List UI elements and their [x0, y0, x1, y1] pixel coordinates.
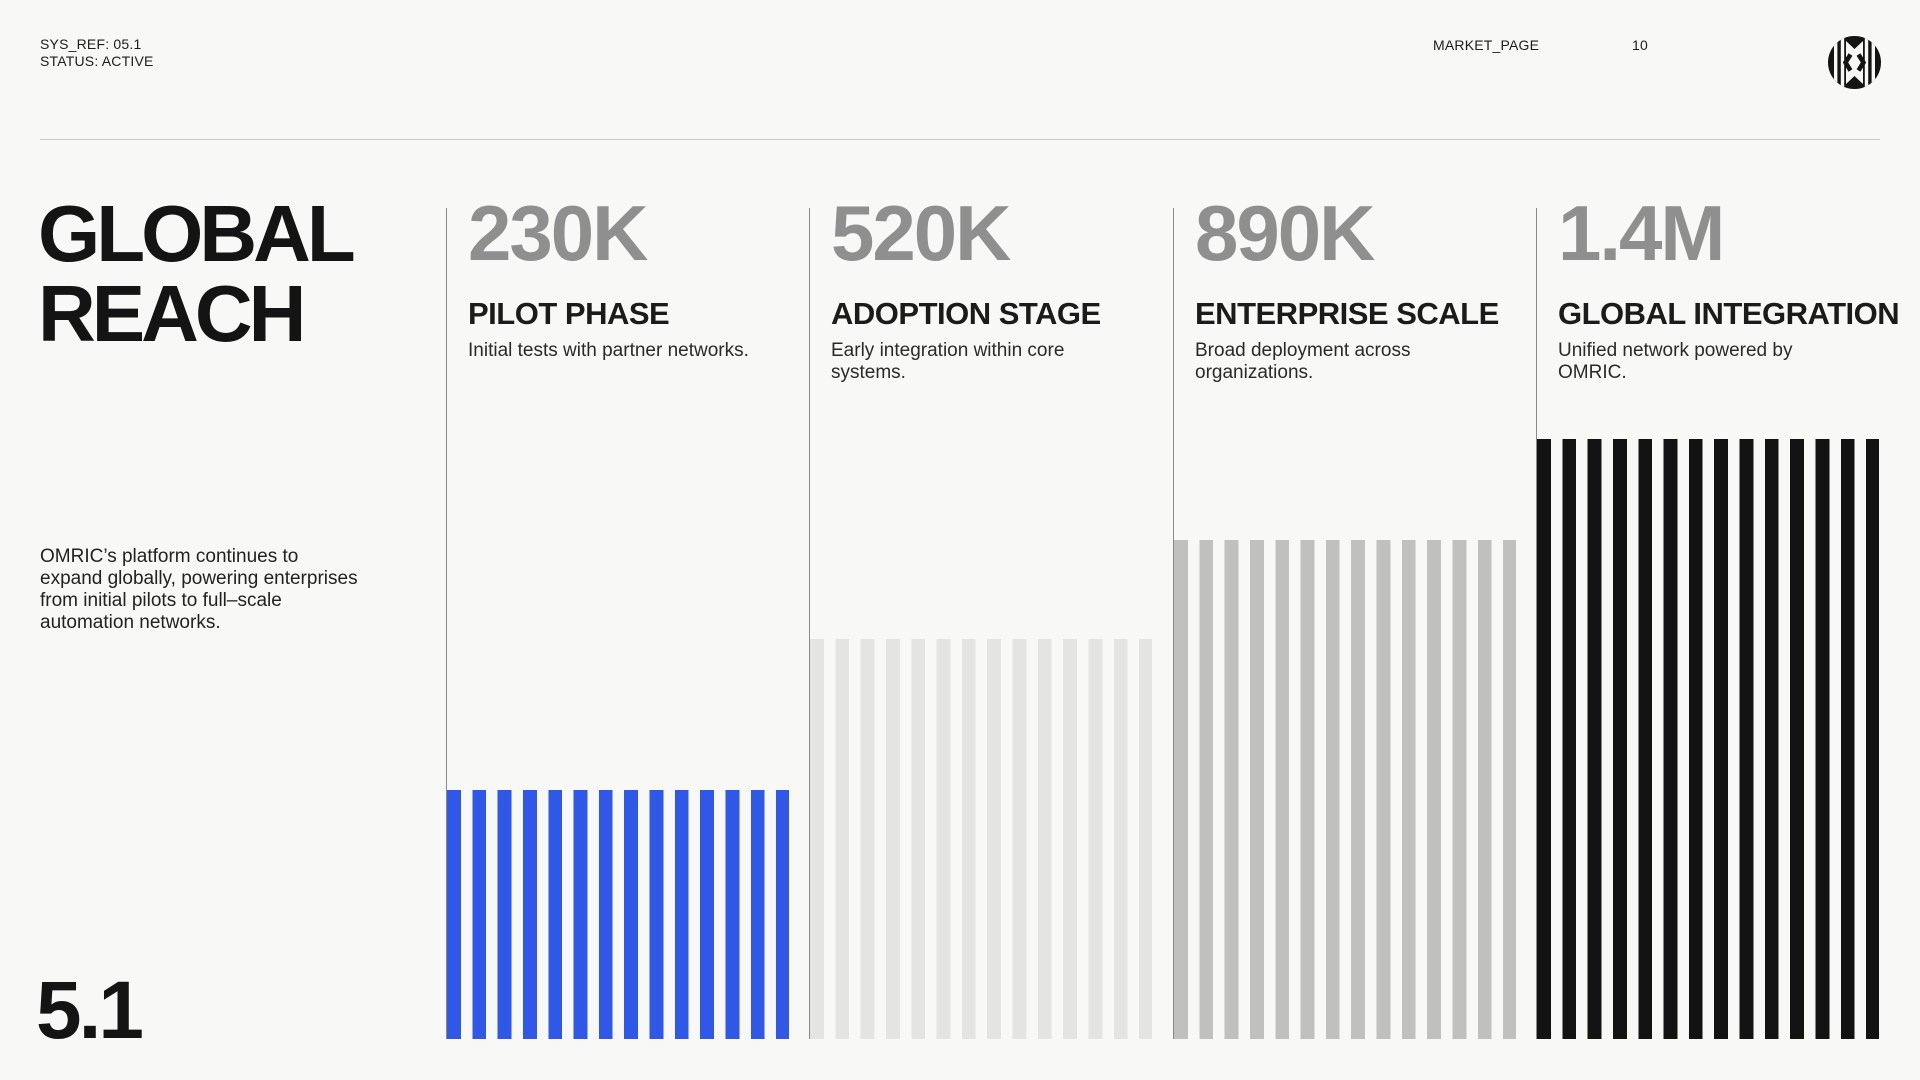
stage-bar-chart	[1537, 439, 1879, 1039]
stage-bar-chart	[1174, 540, 1516, 1039]
stage-description: Initial tests with partner networks.	[468, 340, 749, 361]
stage-description: Unified network powered by OMRIC.	[1558, 340, 1793, 383]
stage-bar-chart	[447, 790, 789, 1039]
stage-column-enterprise-scale: 890K ENTERPRISE SCALE Broad deployment a…	[1173, 0, 1516, 1080]
stage-value: 230K	[468, 189, 648, 277]
column-divider	[1536, 208, 1537, 1039]
intro-line: from initial pilots to full–scale	[40, 590, 282, 611]
column-divider	[809, 208, 810, 1039]
status-label: STATUS: ACTIVE	[40, 53, 154, 69]
sys-ref-label: SYS_REF: 05.1	[40, 36, 142, 52]
stage-name: GLOBAL INTEGRATION	[1558, 296, 1900, 331]
page-title: GLOBAL REACH	[38, 189, 356, 358]
column-divider	[1173, 208, 1174, 1039]
stage-value: 890K	[1195, 189, 1375, 277]
stage-description: Early integration within core systems.	[831, 340, 1065, 383]
stage-value: 520K	[831, 189, 1011, 277]
stage-column-adoption-stage: 520K ADOPTION STAGE Early integration wi…	[809, 0, 1152, 1080]
stage-name: ENTERPRISE SCALE	[1195, 296, 1499, 331]
stage-name: ADOPTION STAGE	[831, 296, 1101, 331]
stage-value: 1.4M	[1558, 189, 1725, 277]
header-meta: SYS_REF: 05.1 STATUS: ACTIVE	[40, 36, 154, 70]
column-divider	[446, 208, 447, 1039]
page-title-line-2: REACH	[38, 269, 306, 358]
stage-name: PILOT PHASE	[468, 296, 670, 331]
omric-logo-icon	[1828, 36, 1881, 89]
intro-line: automation networks.	[40, 612, 221, 633]
page-number: 10	[1632, 37, 1648, 53]
section-number: 5.1	[36, 965, 144, 1056]
stage-description: Broad deployment across organizations.	[1195, 340, 1411, 383]
market-page-label: MARKET_PAGE	[1433, 37, 1540, 53]
intro-paragraph: OMRIC’s platform continues to expand glo…	[40, 546, 358, 634]
top-divider-rule	[40, 139, 1880, 140]
stage-column-pilot-phase: 230K PILOT PHASE Initial tests with part…	[446, 0, 789, 1080]
stage-bar-chart	[810, 639, 1152, 1039]
page-title-line-1: GLOBAL	[38, 189, 356, 278]
intro-line: expand globally, powering enterprises	[40, 568, 358, 589]
intro-line: OMRIC’s platform continues to	[40, 546, 299, 567]
stage-column-global-integration: 1.4M GLOBAL INTEGRATION Unified network …	[1536, 0, 1900, 1080]
